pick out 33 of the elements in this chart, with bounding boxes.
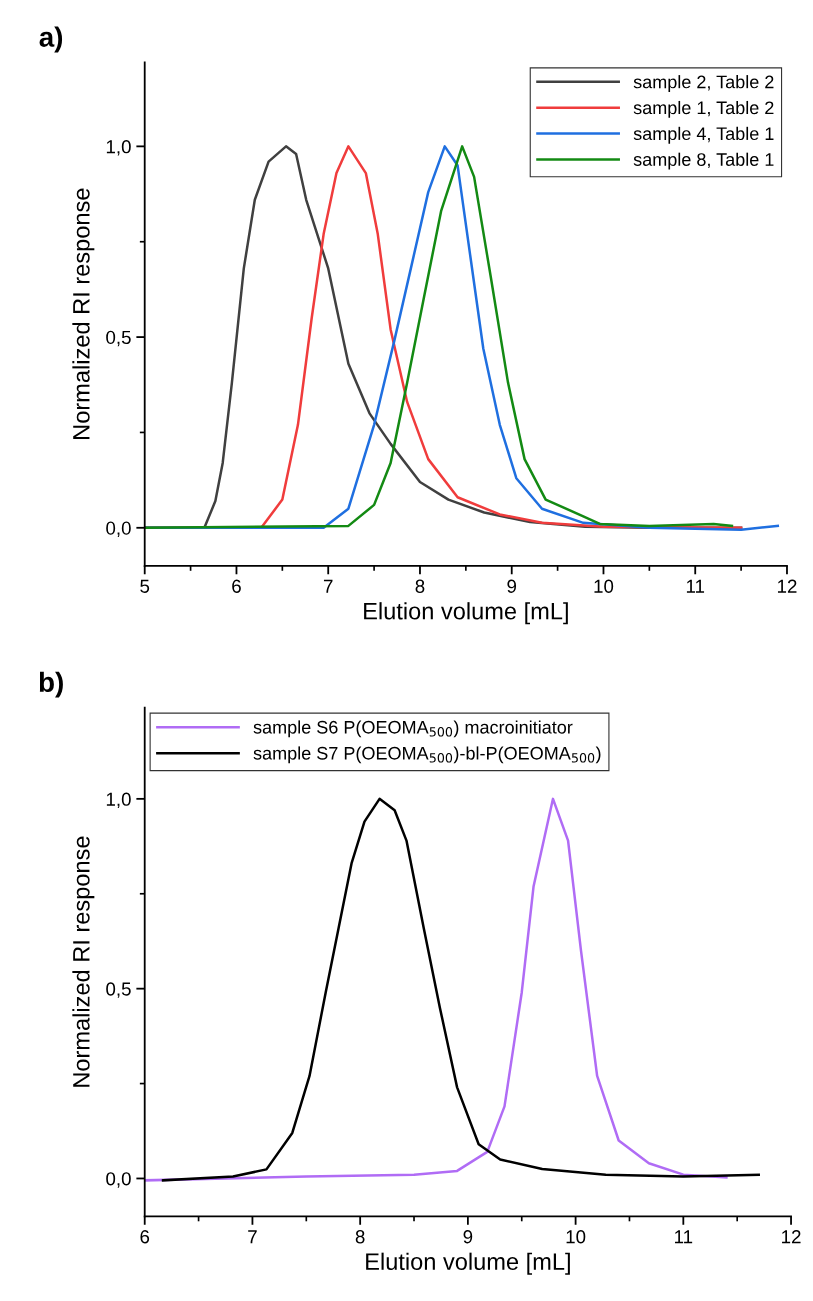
x-tick-label: 9 bbox=[463, 1230, 473, 1244]
x-tick-label: 6 bbox=[232, 579, 241, 593]
x-tick-label: 10 bbox=[566, 1230, 586, 1244]
y-tick-label: 1,0 bbox=[106, 792, 131, 809]
x-tick-label: 11 bbox=[686, 579, 705, 593]
legend-label: sample 1, Table 2 bbox=[633, 100, 774, 118]
y-tick-label: 1,0 bbox=[106, 140, 131, 156]
x-tick-label: 8 bbox=[415, 579, 425, 593]
y-axis-title: Normalized RI response bbox=[72, 188, 95, 439]
x-tick-label: 12 bbox=[782, 1230, 801, 1244]
chart-title: a) bbox=[39, 26, 63, 53]
x-tick-label: 7 bbox=[248, 1230, 257, 1244]
x-tick-label: 8 bbox=[355, 1230, 365, 1244]
legend-label: sample 8, Table 1 bbox=[633, 152, 774, 170]
legend-label: sample 2, Table 2 bbox=[633, 75, 774, 92]
x-tick-label: 10 bbox=[594, 579, 614, 593]
y-axis-title: Normalized RI response bbox=[72, 836, 95, 1087]
x-tick-label: 5 bbox=[140, 579, 150, 593]
x-tick-label: 12 bbox=[777, 579, 797, 593]
x-tick-label: 7 bbox=[323, 579, 333, 593]
x-axis-title: Elution volume [mL] bbox=[364, 602, 568, 625]
y-tick-label: 0,5 bbox=[106, 982, 131, 998]
x-tick-label: 6 bbox=[140, 1230, 150, 1244]
chart-title: b) bbox=[39, 671, 63, 698]
x-tick-label: 11 bbox=[675, 1230, 693, 1244]
y-tick-label: 0,5 bbox=[106, 330, 131, 347]
y-tick-label: 0,0 bbox=[106, 521, 131, 537]
x-tick-label: 9 bbox=[507, 579, 517, 593]
legend-label: sample S7 P(OEOMA$_{500}$)-bl-P(OEOMA$_{500}$) bbox=[253, 746, 601, 764]
x-axis-title: Elution volume [mL] bbox=[366, 1252, 570, 1275]
y-tick-label: 0,0 bbox=[106, 1172, 131, 1188]
legend-label: sample S6 P(OEOMA$_{500}$) macroinitiator bbox=[253, 720, 573, 738]
legend-label: sample 4, Table 1 bbox=[633, 126, 774, 144]
